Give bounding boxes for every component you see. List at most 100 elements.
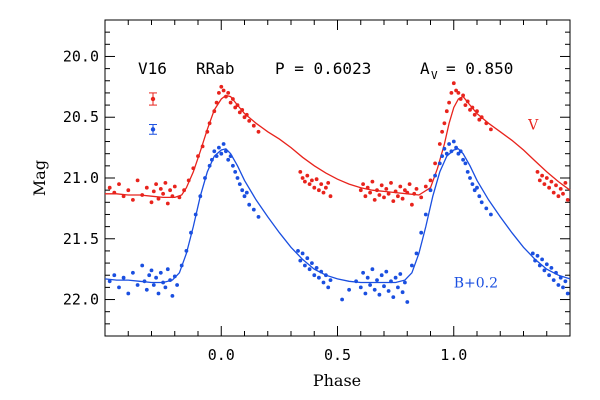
- model-curve-1: [104, 148, 571, 284]
- data-point: [112, 273, 117, 278]
- data-point: [407, 182, 412, 187]
- data-point: [168, 188, 173, 193]
- data-point: [319, 182, 324, 187]
- data-point: [398, 272, 403, 276]
- data-point: [444, 109, 449, 114]
- data-point: [142, 279, 147, 284]
- data-point: [475, 109, 479, 114]
- b-band-label: B+0.2: [454, 275, 498, 291]
- data-point: [158, 187, 163, 191]
- data-point: [412, 191, 417, 196]
- data-point: [203, 176, 207, 180]
- data-point: [172, 184, 177, 189]
- data-point: [184, 249, 189, 253]
- data-point: [214, 100, 219, 105]
- data-point: [537, 178, 542, 183]
- data-point: [107, 185, 112, 190]
- data-point: [391, 295, 396, 299]
- error-bars: [149, 92, 157, 135]
- data-point: [414, 251, 419, 256]
- data-point: [433, 161, 437, 166]
- star-name-label: V16: [138, 59, 167, 78]
- data-point: [370, 267, 375, 272]
- data-point: [217, 91, 221, 95]
- data-point: [149, 200, 154, 205]
- data-point: [205, 129, 210, 134]
- data-point: [428, 178, 433, 183]
- data-point: [393, 189, 398, 194]
- data-point: [377, 292, 382, 297]
- y-axis-title: Mag: [30, 160, 49, 196]
- data-point: [447, 142, 451, 146]
- data-point: [247, 202, 252, 207]
- data-point: [163, 181, 168, 185]
- data-point: [382, 195, 386, 200]
- data-point: [256, 215, 261, 219]
- data-point: [544, 262, 549, 267]
- data-point: [172, 274, 177, 279]
- data-point: [558, 275, 563, 280]
- data-point: [368, 190, 372, 195]
- data-point: [328, 278, 333, 282]
- data-point: [126, 188, 131, 193]
- data-point: [479, 115, 484, 120]
- data-point: [319, 269, 324, 274]
- data-point: [465, 170, 470, 174]
- data-point: [219, 84, 224, 89]
- data-point: [410, 263, 414, 268]
- data-point: [542, 268, 547, 273]
- data-point: [214, 154, 219, 159]
- data-point: [461, 93, 465, 98]
- data-point: [375, 278, 379, 282]
- data-point: [470, 182, 475, 187]
- data-point: [244, 190, 249, 195]
- data-point: [226, 91, 231, 95]
- data-point: [165, 201, 170, 206]
- data-point: [547, 185, 551, 190]
- data-point: [398, 184, 403, 189]
- data-point: [365, 275, 370, 280]
- data-point: [551, 190, 556, 195]
- data-point: [461, 157, 465, 162]
- data-point: [303, 179, 307, 184]
- v-band-label: V: [527, 117, 539, 133]
- data-point: [305, 173, 310, 178]
- data-point: [489, 127, 493, 132]
- data-point: [391, 199, 396, 204]
- data-point: [451, 139, 456, 144]
- data-point: [558, 187, 563, 191]
- data-point: [377, 193, 382, 197]
- data-point: [170, 294, 175, 298]
- x-tick-label: 1.0: [440, 346, 467, 364]
- data-point: [400, 196, 405, 201]
- error-bar-point: [150, 127, 156, 132]
- data-point: [189, 230, 193, 235]
- data-point: [463, 161, 468, 166]
- data-point: [372, 287, 377, 292]
- data-point: [251, 207, 256, 212]
- data-point: [551, 278, 556, 282]
- data-point: [307, 182, 312, 187]
- data-point: [442, 146, 447, 151]
- data-point: [328, 194, 333, 199]
- data-point: [451, 81, 456, 86]
- data-point: [163, 285, 168, 290]
- data-point: [540, 173, 544, 178]
- amplitude-value: = 0.850: [446, 59, 513, 78]
- data-point: [465, 99, 470, 104]
- data-point: [556, 283, 561, 287]
- data-point: [112, 190, 117, 195]
- amplitude-label: A: [420, 59, 430, 78]
- data-point: [403, 188, 407, 193]
- data-point: [379, 183, 384, 188]
- model-curves: [104, 94, 571, 284]
- y-tick-label: 22.0: [63, 291, 99, 309]
- data-point: [240, 188, 245, 193]
- data-point: [235, 176, 240, 180]
- data-point: [154, 275, 159, 280]
- y-tick-label: 21.5: [63, 230, 99, 248]
- data-point: [458, 149, 463, 154]
- data-point: [533, 258, 537, 263]
- data-point: [423, 184, 428, 189]
- data-point: [396, 285, 400, 290]
